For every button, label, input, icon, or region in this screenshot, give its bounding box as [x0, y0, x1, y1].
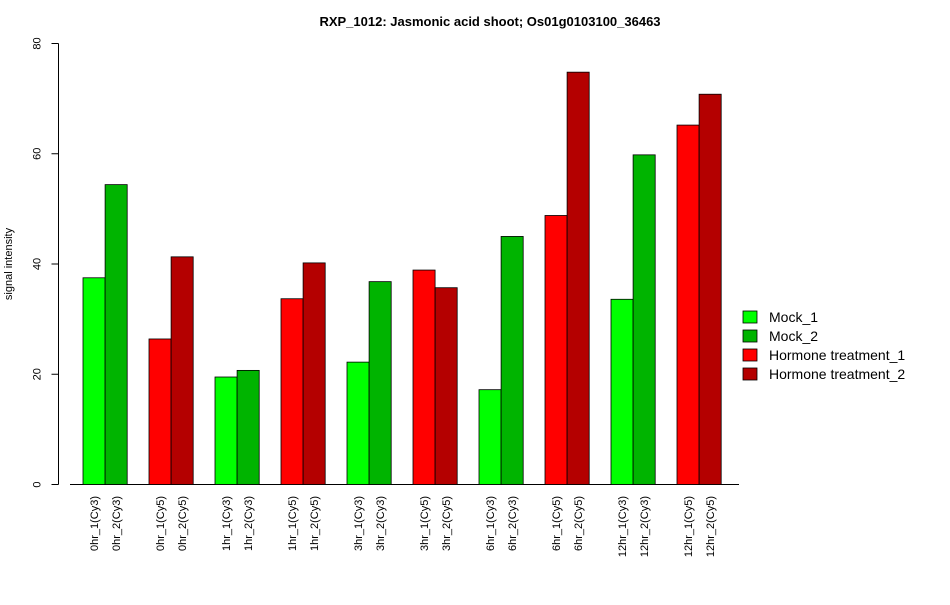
x-tick-label: 12hr_2(Cy3)	[639, 496, 651, 557]
x-tick-label: 1hr_2(Cy5)	[309, 496, 321, 551]
x-tick-label: 1hr_1(Cy5)	[287, 496, 299, 551]
y-axis-label: signal intensity	[3, 227, 15, 300]
x-tick-label: 6hr_1(Cy3)	[485, 496, 497, 551]
chart-title: RXP_1012: Jasmonic acid shoot; Os01g0103…	[319, 14, 660, 29]
bar	[500, 236, 524, 485]
legend-entry: Hormone treatment_2	[769, 366, 905, 382]
bar	[170, 256, 194, 485]
bar	[368, 281, 392, 485]
bar	[610, 298, 634, 485]
bar	[302, 262, 326, 485]
bar	[698, 93, 722, 485]
x-tick-labels: 0hr_1(Cy3) 0hr_2(Cy3) 0hr_1(Cy5) 0hr_2(Cy5)…	[89, 496, 717, 557]
bar	[434, 287, 458, 485]
x-tick-label: 0hr_1(Cy3)	[89, 496, 101, 551]
legend-entry: Hormone treatment_1	[769, 347, 905, 363]
x-tick-label: 3hr_1(Cy5)	[419, 496, 431, 551]
legend-swatch	[742, 367, 758, 381]
x-tick-label: 3hr_2(Cy5)	[441, 496, 453, 551]
x-tick-label: 1hr_1(Cy3)	[221, 496, 233, 551]
x-tick-label: 0hr_2(Cy3)	[111, 496, 123, 551]
x-tick-label: 6hr_1(Cy5)	[551, 496, 563, 551]
x-tick-label: 3hr_1(Cy3)	[353, 496, 365, 551]
legend-swatch	[742, 310, 758, 324]
bar	[478, 389, 502, 485]
x-tick-label: 12hr_1(Cy5)	[683, 496, 695, 557]
bar	[676, 124, 700, 485]
x-tick-label: 6hr_2(Cy3)	[507, 496, 519, 551]
x-tick-label: 6hr_2(Cy5)	[573, 496, 585, 551]
bar	[104, 184, 128, 485]
x-tick-label: 3hr_2(Cy3)	[375, 496, 387, 551]
bar	[214, 376, 238, 485]
bar	[346, 361, 370, 485]
x-tick-label: 0hr_2(Cy5)	[177, 496, 189, 551]
bar	[148, 338, 172, 485]
bar	[412, 269, 436, 485]
legend-swatch	[742, 348, 758, 362]
y-tick-label: 80	[32, 37, 44, 49]
bar	[280, 298, 304, 485]
bar	[566, 71, 590, 485]
legend: Mock_1 Mock_2 Hormone treatment_1 Hormone t…	[742, 309, 905, 382]
y-tick-label: 20	[32, 368, 44, 380]
y-tick-label: 40	[32, 258, 44, 270]
x-tick-label: 12hr_1(Cy3)	[617, 496, 629, 557]
x-tick-label: 0hr_1(Cy5)	[155, 496, 167, 551]
y-tick-label: 60	[32, 148, 44, 160]
bars	[82, 71, 722, 485]
legend-entry: Mock_2	[769, 328, 818, 344]
y-tick-label: 0	[32, 481, 44, 487]
bar	[544, 215, 568, 485]
bar	[82, 277, 106, 485]
bar	[236, 369, 260, 485]
x-tick-label: 1hr_2(Cy3)	[243, 496, 255, 551]
bar	[632, 154, 656, 485]
legend-swatch	[742, 329, 758, 343]
x-tick-label: 12hr_2(Cy5)	[705, 496, 717, 557]
legend-entry: Mock_1	[769, 309, 818, 325]
